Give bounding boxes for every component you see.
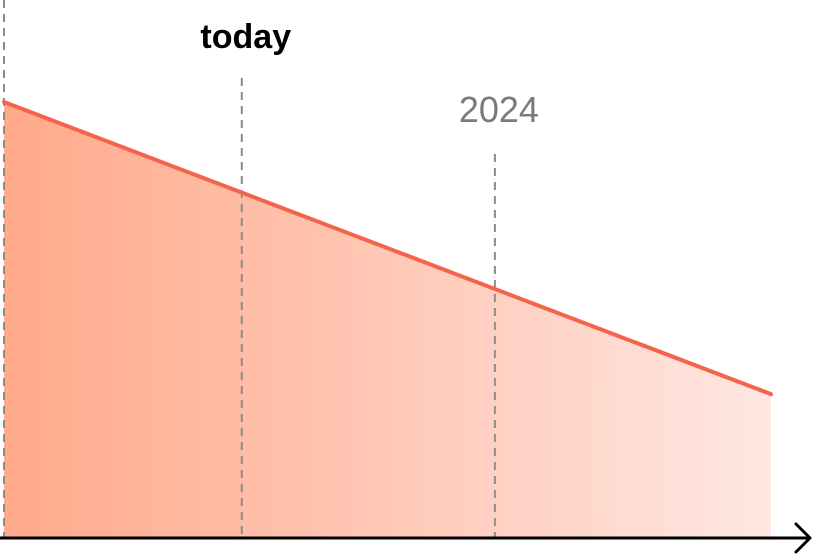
trend-line bbox=[2, 100, 773, 397]
marker-label-2024: 2024 bbox=[459, 89, 539, 130]
marker-label-today: today bbox=[200, 18, 291, 56]
area-fill bbox=[4, 102, 771, 538]
marker-group: today 2024 bbox=[200, 18, 539, 538]
x-axis-arrow-icon bbox=[794, 522, 812, 554]
